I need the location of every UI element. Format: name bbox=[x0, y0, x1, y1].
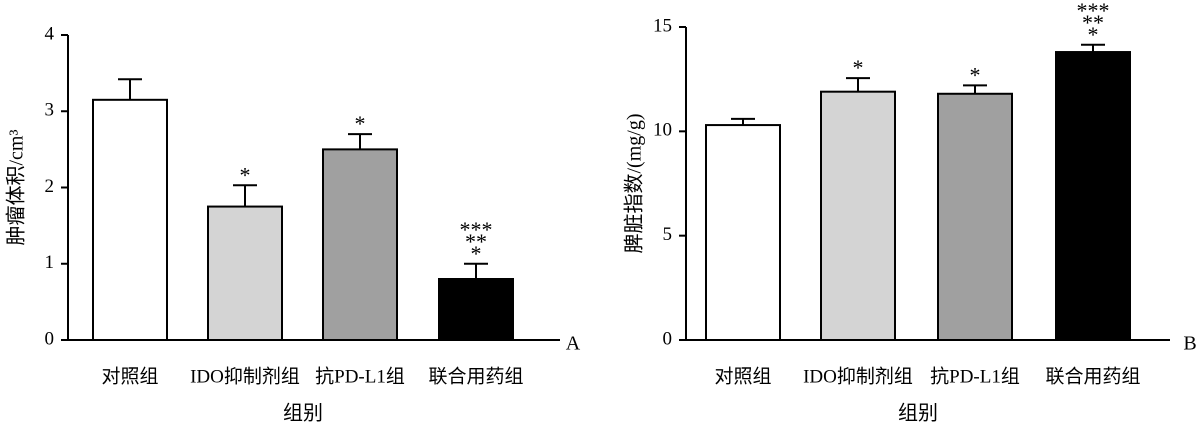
y-axis-label: 肿瘤体积/cm³ bbox=[5, 130, 28, 246]
bar bbox=[92, 98, 168, 341]
x-tick-label: 对照组 bbox=[101, 365, 158, 387]
y-tick-label: 5 bbox=[663, 224, 673, 245]
significance-mark: ** bbox=[465, 229, 487, 254]
significance-mark: * bbox=[970, 62, 981, 87]
y-tick-label: 10 bbox=[653, 120, 672, 141]
y-tick-label: 0 bbox=[45, 328, 55, 349]
x-tick-label: 抗PD-L1组 bbox=[930, 365, 1020, 387]
significance-mark: * bbox=[355, 111, 366, 136]
y-tick-label: 4 bbox=[45, 23, 55, 44]
x-tick-label: IDO抑制剂组 bbox=[190, 365, 300, 387]
x-axis-label: 组别 bbox=[283, 402, 323, 425]
significance-mark: ** bbox=[1082, 10, 1104, 35]
bar bbox=[207, 205, 283, 341]
x-axis-label: 组别 bbox=[898, 402, 938, 425]
significance-mark: *** bbox=[1077, 0, 1110, 23]
x-tick-label: 联合用药组 bbox=[428, 365, 523, 387]
panel-label: B bbox=[1183, 333, 1196, 355]
significance-mark: * bbox=[1088, 22, 1099, 47]
bar bbox=[820, 90, 896, 342]
x-tick-label: IDO抑制剂组 bbox=[803, 365, 913, 387]
significance-mark: * bbox=[240, 162, 251, 187]
y-tick-label: 0 bbox=[663, 328, 673, 349]
x-tick-label: 对照组 bbox=[714, 365, 771, 387]
bar bbox=[438, 278, 514, 341]
y-tick-label: 2 bbox=[45, 176, 55, 197]
bar bbox=[705, 124, 781, 341]
significance-mark: *** bbox=[460, 217, 493, 242]
y-axis-label: 脾脏指数/(mg/g) bbox=[623, 114, 646, 254]
bar bbox=[1055, 51, 1131, 341]
bar bbox=[322, 148, 398, 341]
bar bbox=[937, 92, 1013, 341]
y-tick-label: 3 bbox=[45, 100, 55, 121]
y-tick-label: 1 bbox=[45, 252, 55, 273]
y-tick-label: 15 bbox=[653, 15, 672, 36]
panel-label: A bbox=[566, 333, 581, 355]
significance-mark: * bbox=[853, 55, 864, 80]
x-tick-label: 联合用药组 bbox=[1045, 365, 1140, 387]
significance-mark: * bbox=[471, 241, 482, 266]
x-tick-label: 抗PD-L1组 bbox=[315, 365, 405, 387]
